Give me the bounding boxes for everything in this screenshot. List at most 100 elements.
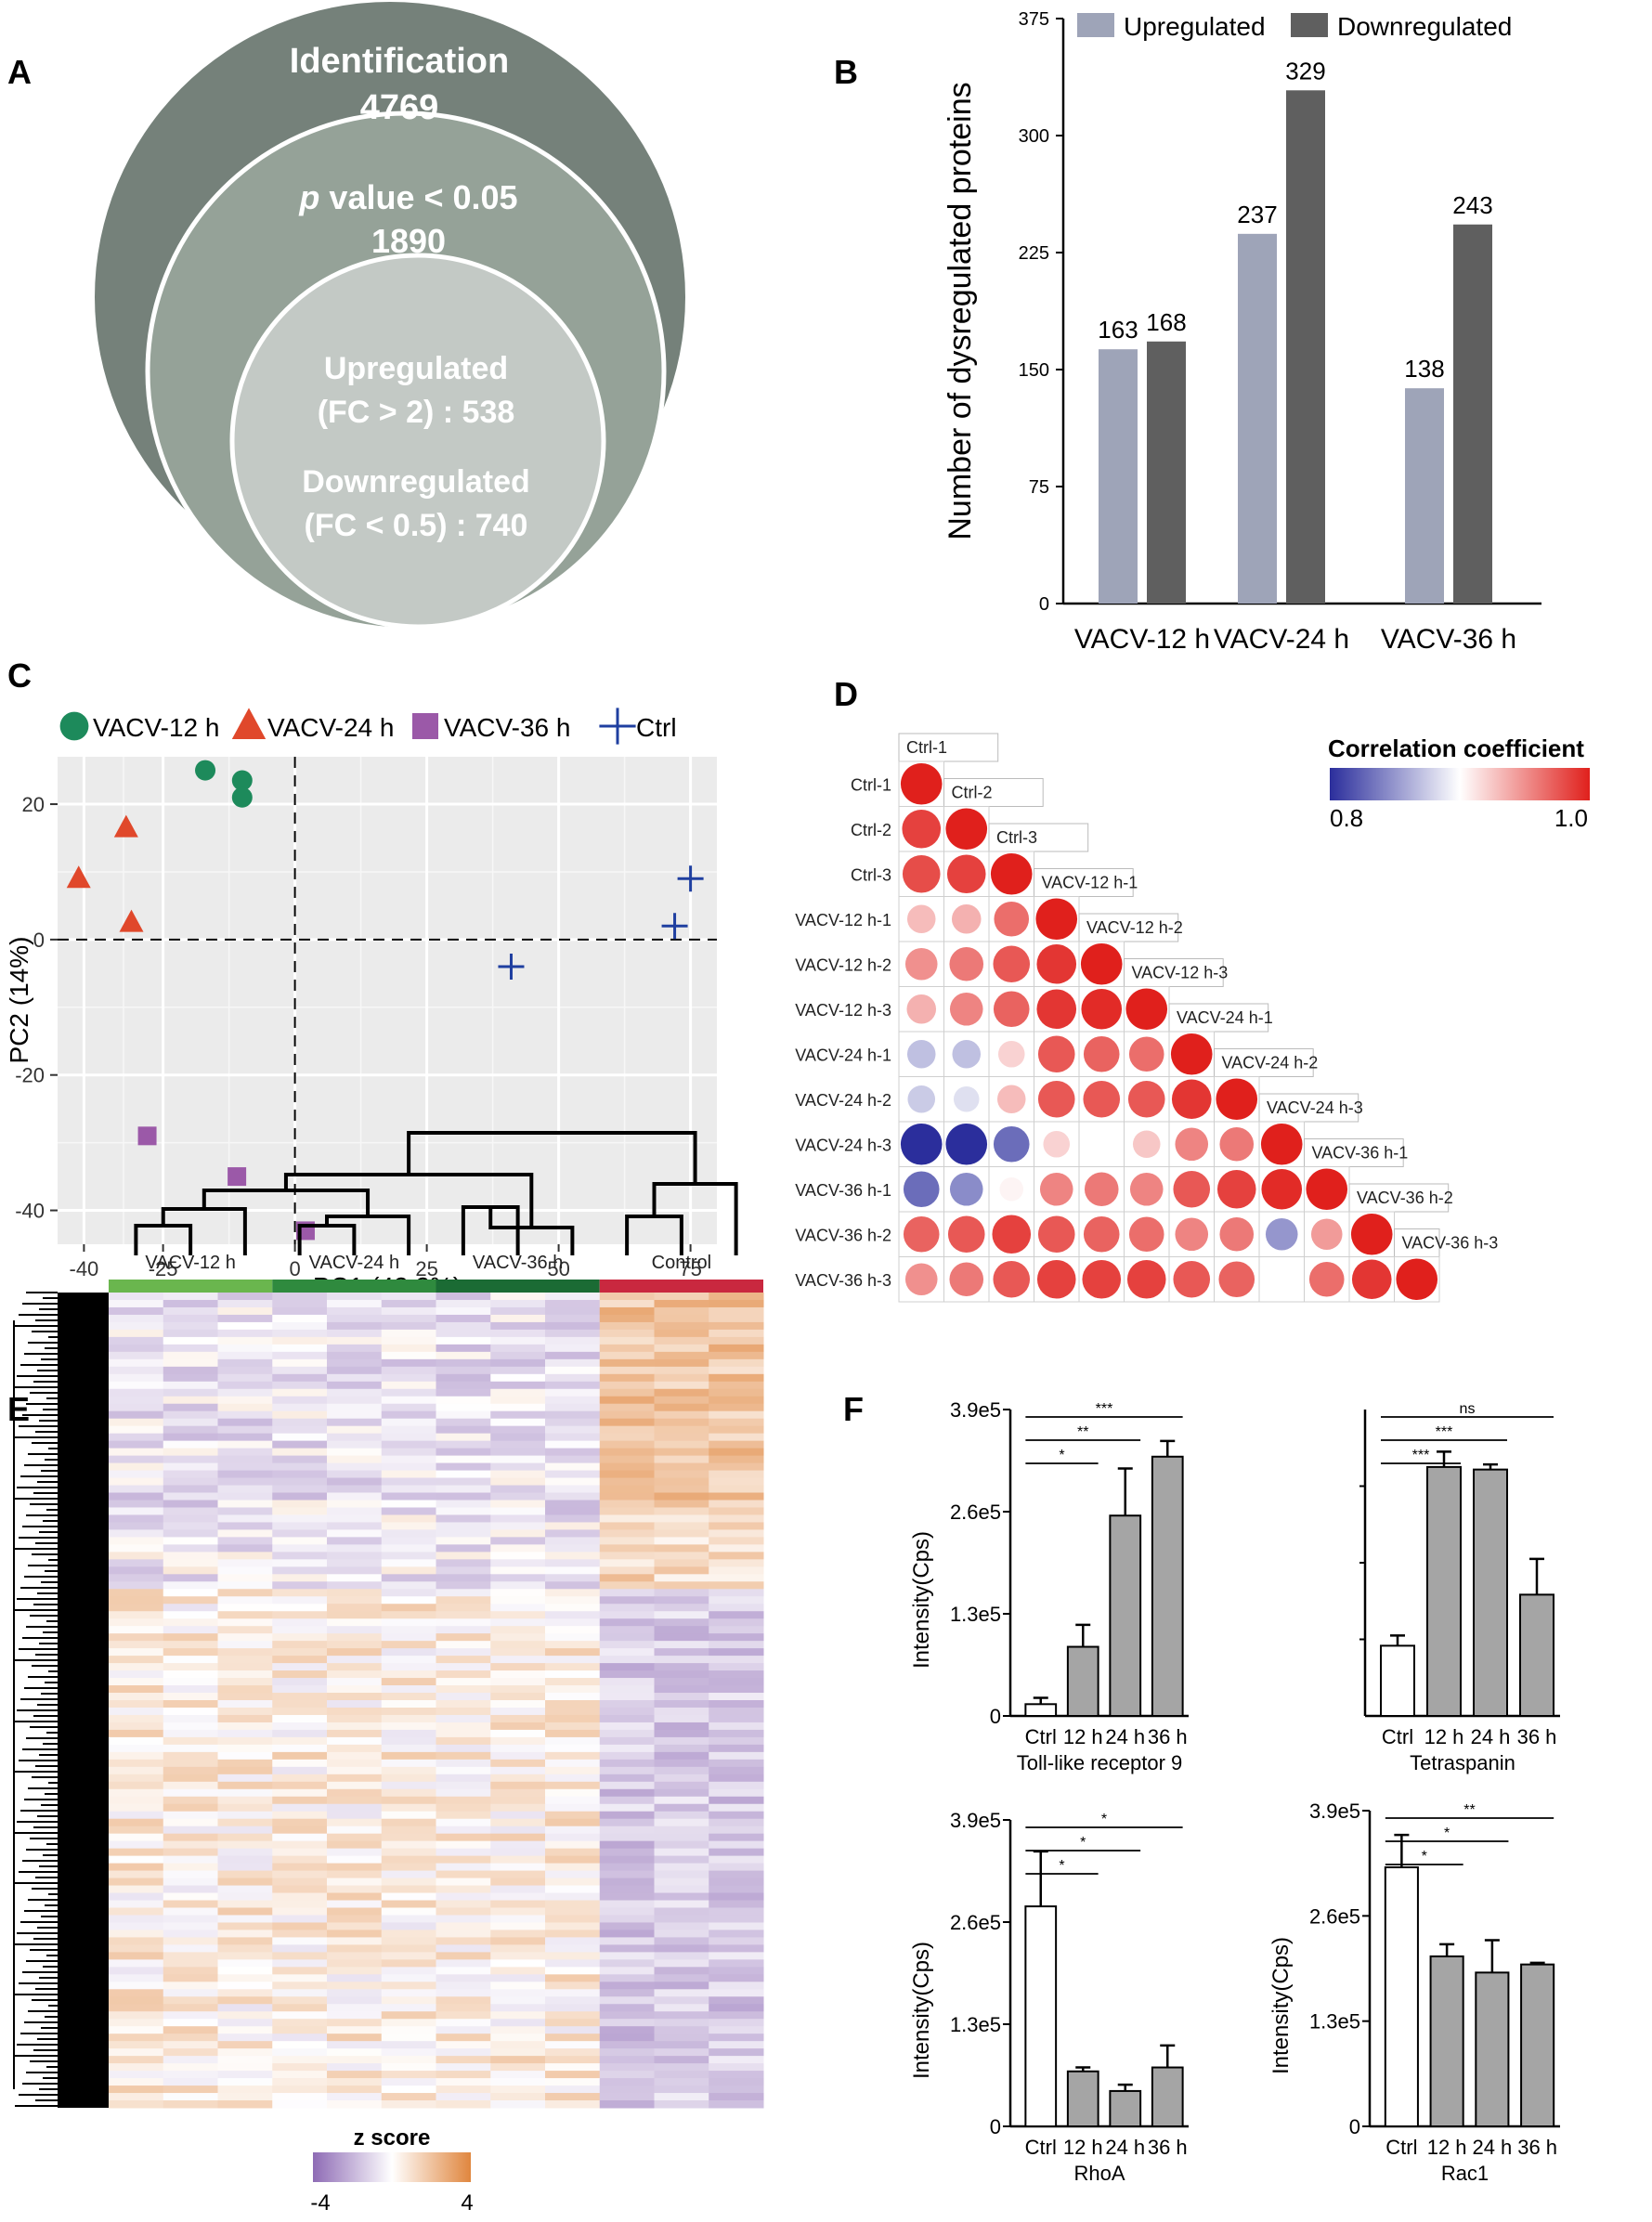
- e-heat-cell: [436, 1641, 491, 1649]
- d-correlation-dot: [1084, 1172, 1119, 1207]
- e-heat-cell: [381, 1314, 436, 1323]
- e-group-bar: [109, 1280, 273, 1293]
- e-heat-cell: [381, 1336, 436, 1345]
- e-heat-cell: [327, 1885, 383, 1894]
- e-heat-cell: [217, 1604, 273, 1612]
- f-category-label: 24 h: [1472, 2136, 1512, 2159]
- e-heat-cell: [109, 1596, 164, 1605]
- e-group-label: VACV-36 h: [473, 1253, 563, 1273]
- e-heat-cell: [490, 1707, 546, 1716]
- e-heat-cell: [381, 1759, 436, 1768]
- e-heat-cell: [217, 1529, 273, 1538]
- b-bar-value: 243: [1452, 191, 1492, 219]
- e-heat-cell: [545, 1722, 601, 1731]
- e-heat-cell: [327, 1803, 383, 1813]
- e-heat-cell: [381, 1396, 436, 1405]
- e-heat-cell: [217, 1633, 273, 1642]
- e-heat-cell: [272, 1566, 328, 1575]
- d-correlation-dot: [1260, 1123, 1303, 1165]
- d-diag-label-box: [898, 733, 999, 762]
- e-heat-cell: [381, 1996, 436, 2005]
- e-heat-cell: [272, 1299, 328, 1308]
- f-sig-label: *: [1422, 1849, 1427, 1865]
- d-diag-label-box: [1348, 1183, 1450, 1213]
- e-heat-cell: [436, 1477, 491, 1487]
- e-heat-cell: [272, 1833, 328, 1842]
- e-heat-cell: [545, 1982, 601, 1990]
- e-heat-cell: [327, 1522, 383, 1530]
- e-heat-cell: [109, 1833, 164, 1842]
- f-bar: [1475, 1971, 1510, 2127]
- e-heat-cell: [654, 1930, 709, 1938]
- e-heat-cell: [599, 1766, 655, 1775]
- e-heat-cell: [545, 1729, 601, 1738]
- e-heat-cell: [163, 1989, 218, 1997]
- f-sig-label: *: [1059, 1858, 1064, 1874]
- e-heat-cell: [327, 1818, 383, 1827]
- e-heat-cell: [654, 1996, 709, 2005]
- e-heat-cell: [272, 2041, 328, 2049]
- e-heat-cell: [490, 2019, 546, 2027]
- e-heat-cell: [327, 1648, 383, 1657]
- e-heat-cell: [109, 1863, 164, 1872]
- e-heat-cell: [272, 1818, 328, 1827]
- e-heat-cell: [545, 1581, 601, 1590]
- e-heat-cell: [490, 1937, 546, 1945]
- e-heat-cell: [327, 1425, 383, 1435]
- e-heat-cell: [327, 1314, 383, 1323]
- e-heat-cell: [709, 1930, 764, 1938]
- e-heat-cell: [436, 1566, 491, 1575]
- e-heat-cell: [217, 1559, 273, 1567]
- c-point-circle: [195, 760, 216, 781]
- e-heat-cell: [490, 1433, 546, 1442]
- f-sig-label: ***: [1436, 1424, 1453, 1440]
- e-heat-cell: [654, 1885, 709, 1894]
- e-group-bar: [436, 1280, 600, 1293]
- e-heat-cell: [381, 1462, 436, 1472]
- e-heat-cell: [109, 1693, 164, 1701]
- e-heat-cell: [381, 1321, 436, 1331]
- e-heat-cell: [654, 1366, 709, 1375]
- e-heat-cell: [599, 1944, 655, 1953]
- e-heat-cell: [163, 2004, 218, 2012]
- e-heat-cell: [163, 1670, 218, 1679]
- e-heat-cell: [381, 1344, 436, 1353]
- e-heat-cell: [490, 1470, 546, 1479]
- e-heat-cell: [109, 1470, 164, 1479]
- e-heat-cell: [436, 1574, 491, 1582]
- d-correlation-dot: [1037, 1035, 1075, 1073]
- e-heat-cell: [327, 1366, 383, 1375]
- d-correlation-dot: [993, 945, 1031, 983]
- e-heat-cell: [327, 1344, 383, 1353]
- e-heat-cell: [545, 1604, 601, 1612]
- panel-label-c: C: [7, 656, 32, 695]
- e-heat-cell: [545, 1707, 601, 1716]
- d-diag-label-box: [1034, 868, 1134, 897]
- d-correlation-dot: [1132, 1130, 1161, 1159]
- e-heat-cell: [436, 1766, 491, 1775]
- e-heat-cell: [272, 1693, 328, 1701]
- e-heat-cell: [272, 1648, 328, 1657]
- d-correlation-dot: [994, 901, 1030, 937]
- e-heat-cell: [381, 1522, 436, 1530]
- e-heat-cell: [599, 2048, 655, 2057]
- e-heat-cell: [272, 1848, 328, 1857]
- e-heat-cell: [381, 1863, 436, 1872]
- e-heat-cell: [272, 1722, 328, 1731]
- e-heat-cell: [381, 2100, 436, 2109]
- e-heat-cell: [545, 1336, 601, 1345]
- e-heat-cell: [272, 1529, 328, 1538]
- e-heat-cell: [654, 1937, 709, 1945]
- e-heat-cell: [327, 1418, 383, 1427]
- e-heat-cell: [217, 1403, 273, 1412]
- e-heat-cell: [327, 1863, 383, 1872]
- e-heat-cell: [217, 1870, 273, 1879]
- d-row-label: VACV-24 h-3: [795, 1136, 891, 1154]
- e-heat-cell: [272, 1626, 328, 1634]
- e-heat-cell: [327, 1781, 383, 1790]
- e-heat-cell: [599, 1306, 655, 1316]
- e-heat-cell: [217, 1581, 273, 1590]
- e-heat-cell: [490, 1293, 546, 1301]
